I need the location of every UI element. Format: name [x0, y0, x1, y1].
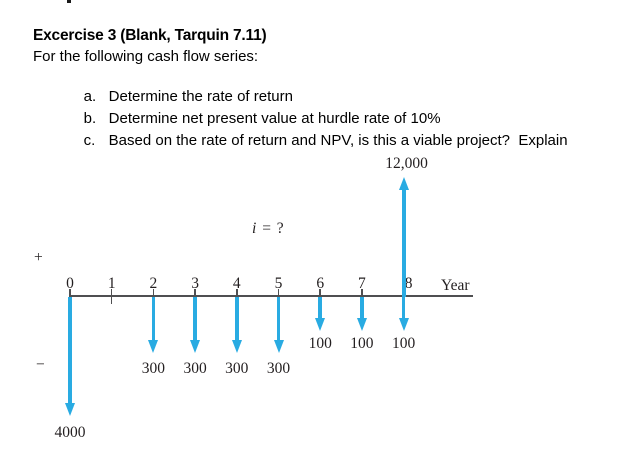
year-axis-label: Year	[441, 277, 470, 294]
cashflow-arrow-year-0	[65, 297, 76, 416]
list-item-a-marker: a.	[83, 88, 97, 105]
timeline-axis	[70, 295, 473, 297]
cashflow-arrow-year-6	[315, 297, 326, 331]
plus-sign: +	[34, 249, 43, 266]
cashflow-arrow-year-8	[398, 297, 409, 331]
cashflow-arrow-year-8-up	[398, 177, 409, 297]
interest-rate-label: i = ?	[252, 220, 285, 237]
cashflow-arrow-year-2	[148, 297, 159, 353]
cashflow-amount-label: 4000	[54, 424, 86, 441]
year-label-7: 7	[358, 275, 366, 292]
tick-year-5	[277, 289, 280, 304]
year-label-4: 4	[232, 275, 241, 292]
cashflow-amount-label: 100	[350, 335, 374, 352]
cashflow-amount-label: 100	[308, 335, 332, 352]
exercise-title: Excercise 3 (Blank, Tarquin 7.11)	[33, 27, 267, 44]
cashflow-arrow-year-3	[190, 297, 201, 353]
cashflow-arrow-year-5	[273, 297, 284, 353]
list-item-c-text: Based on the rate of return and NPV, is …	[108, 132, 568, 149]
minus-sign: −	[36, 356, 45, 373]
list-item-c-marker: c.	[83, 132, 96, 149]
list-item-a: a. Determine the rate of return	[67, 71, 293, 122]
tick-year-3	[194, 289, 196, 304]
year-label-8: 8	[404, 275, 413, 292]
year-label-3: 3	[191, 275, 199, 292]
year-label-0: 0	[66, 275, 74, 292]
tick-year-4	[236, 289, 238, 304]
tick-year-7	[361, 289, 363, 304]
cashflow-arrow-year-7	[356, 297, 367, 331]
intro-text: For the following cash flow series:	[33, 48, 259, 65]
cashflow-amount-label: 300	[266, 360, 291, 377]
cashflow-amount-label: 100	[391, 335, 416, 352]
year-label-5: 5	[274, 275, 283, 292]
list-item-c: c. Based on the rate of return and NPV, i…	[67, 115, 568, 166]
tick-year-6	[319, 289, 321, 304]
tick-year-0	[69, 289, 71, 304]
year-label-6: 6	[316, 275, 325, 292]
cashflow-amount-label: 12,000	[385, 155, 428, 172]
list-item-b-marker: b.	[83, 110, 97, 127]
tick-year-2	[152, 289, 155, 304]
tick-year-1	[110, 289, 113, 304]
list-item-a-text: Determine the rate of return	[108, 88, 293, 105]
year-label-1: 1	[107, 275, 116, 292]
cashflow-amount-label: 300	[225, 360, 249, 377]
cropped-text-artifact	[67, 0, 71, 3]
year-label-2: 2	[149, 275, 158, 292]
list-item-b: b. Determine net present value at hurdle …	[67, 93, 441, 144]
cashflow-arrow-year-4	[231, 297, 242, 353]
list-item-b-text: Determine net present value at hurdle ra…	[108, 110, 441, 127]
cashflow-amount-label: 300	[141, 360, 166, 377]
cashflow-amount-label: 300	[183, 360, 207, 377]
